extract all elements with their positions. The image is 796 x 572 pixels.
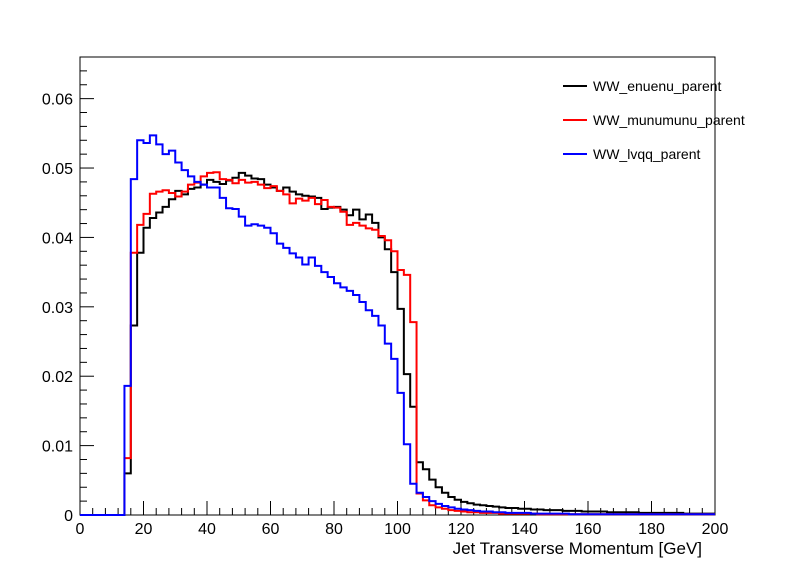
series-line-ww-munumunu-parent [80, 171, 715, 516]
y-tick-label: 0.02 [42, 369, 73, 386]
y-tick-label: 0.01 [42, 439, 73, 456]
y-tick-label: 0.03 [42, 300, 73, 317]
legend: WW_enuenu_parent WW_munumunu_parent WW_lvq… [563, 78, 745, 162]
x-tick-label: 160 [575, 521, 602, 538]
y-tick-label: 0.06 [42, 92, 73, 109]
series-line-ww-enuenu-parent [80, 171, 715, 516]
y-tick-label: 0.04 [42, 230, 73, 247]
axes: 0 20 40 60 80 100 120 140 160 180 200 0 0.01 0.02 0.03… [42, 56, 729, 538]
x-tick-label: 40 [198, 521, 216, 538]
x-tick-label: 140 [511, 521, 538, 538]
x-axis-label: Jet Transverse Momentum [GeV] [453, 539, 702, 558]
legend-label: WW_lvqq_parent [593, 146, 700, 162]
x-tick-label: 120 [448, 521, 475, 538]
legend-label: WW_enuenu_parent [593, 78, 722, 94]
y-tick-label: 0.05 [42, 161, 73, 178]
x-tick-label: 180 [638, 521, 665, 538]
x-tick-label: 0 [76, 521, 85, 538]
legend-label: WW_munumunu_parent [593, 112, 745, 128]
x-tick-label: 20 [135, 521, 153, 538]
y-tick-label: 0 [64, 508, 73, 525]
x-tick-label: 100 [384, 521, 411, 538]
series-layer [80, 134, 715, 516]
series-line-ww-lvqq-parent [80, 134, 715, 516]
x-tick-label: 60 [262, 521, 280, 538]
x-tick-label: 200 [702, 521, 729, 538]
x-tick-label: 80 [325, 521, 343, 538]
